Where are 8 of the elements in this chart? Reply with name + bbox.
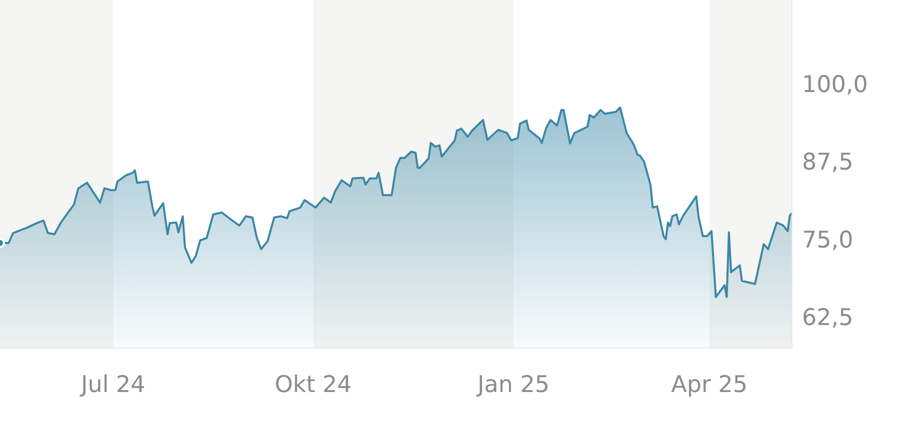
x-tick-label: Apr 25 <box>671 372 748 398</box>
y-tick-label: 62,5 <box>802 305 854 332</box>
x-tick-label: Okt 24 <box>274 372 352 398</box>
x-tick-label: Jul 24 <box>78 372 146 398</box>
x-tick-label: Jan 25 <box>475 372 550 398</box>
y-tick-label: 75,0 <box>802 227 854 254</box>
y-tick-label: 87,5 <box>802 150 854 176</box>
y-tick-label: 100,0 <box>802 72 868 98</box>
